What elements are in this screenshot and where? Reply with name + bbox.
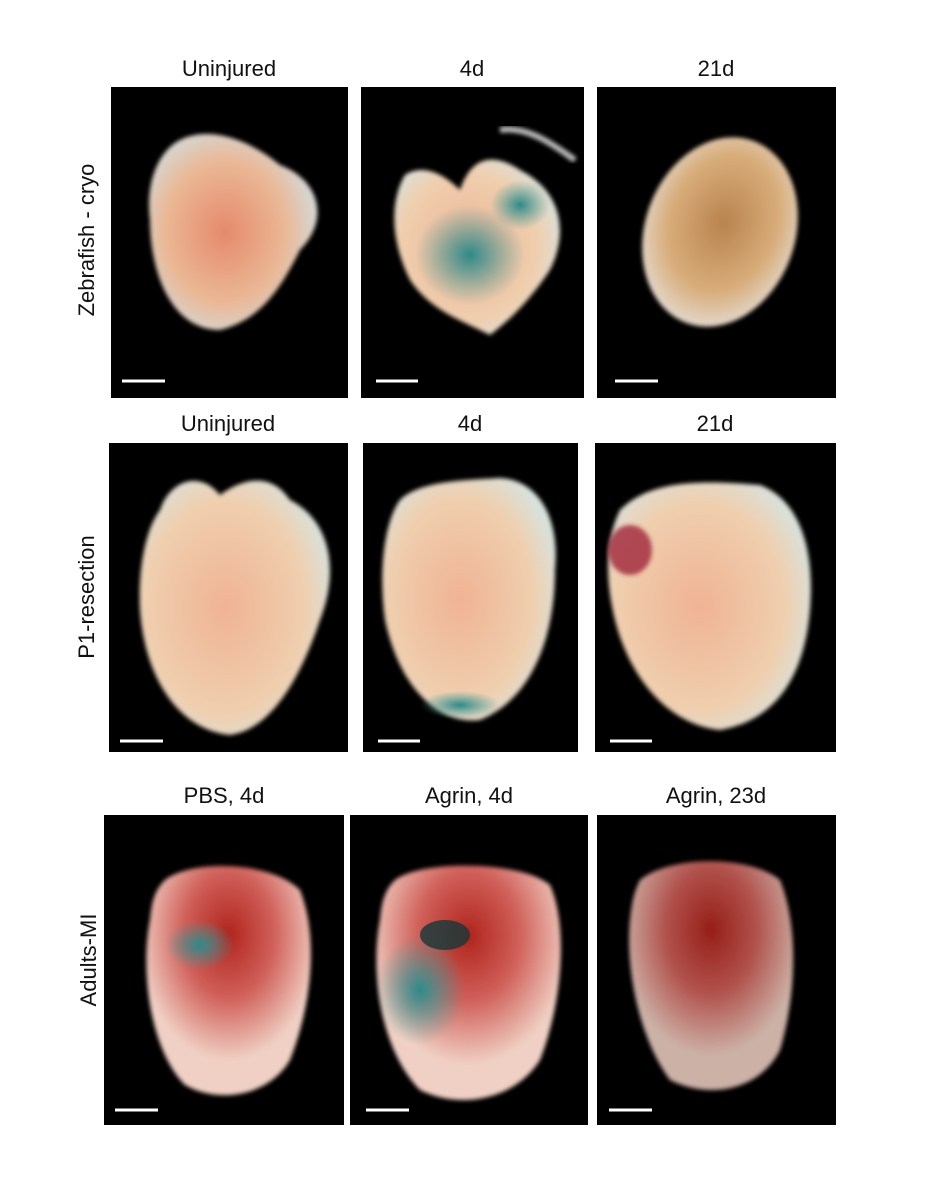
photo-panel — [363, 443, 578, 752]
panel-title: 21d — [697, 411, 734, 436]
photo-panel — [595, 443, 836, 752]
panel-title: PBS, 4d — [184, 783, 265, 808]
panel-title: 21d — [698, 56, 735, 81]
panel-title: 4d — [458, 411, 482, 436]
panel-title: Agrin, 4d — [425, 783, 513, 808]
panel-title: Uninjured — [181, 411, 275, 436]
panel-title: Agrin, 23d — [666, 783, 766, 808]
photo-panel — [111, 87, 348, 398]
panel-title: Uninjured — [182, 56, 276, 81]
photo-panel — [104, 815, 344, 1125]
row-label: P1-resection — [74, 535, 99, 659]
row-label: Zebrafish - cryo — [74, 164, 99, 317]
photo-panel — [597, 815, 836, 1125]
row-label: Adults-MI — [76, 914, 101, 1007]
photo-panel — [350, 815, 588, 1125]
panel-title: 4d — [460, 56, 484, 81]
photo-panel — [109, 443, 348, 752]
photo-panel — [597, 87, 836, 398]
photo-panel — [361, 87, 584, 398]
